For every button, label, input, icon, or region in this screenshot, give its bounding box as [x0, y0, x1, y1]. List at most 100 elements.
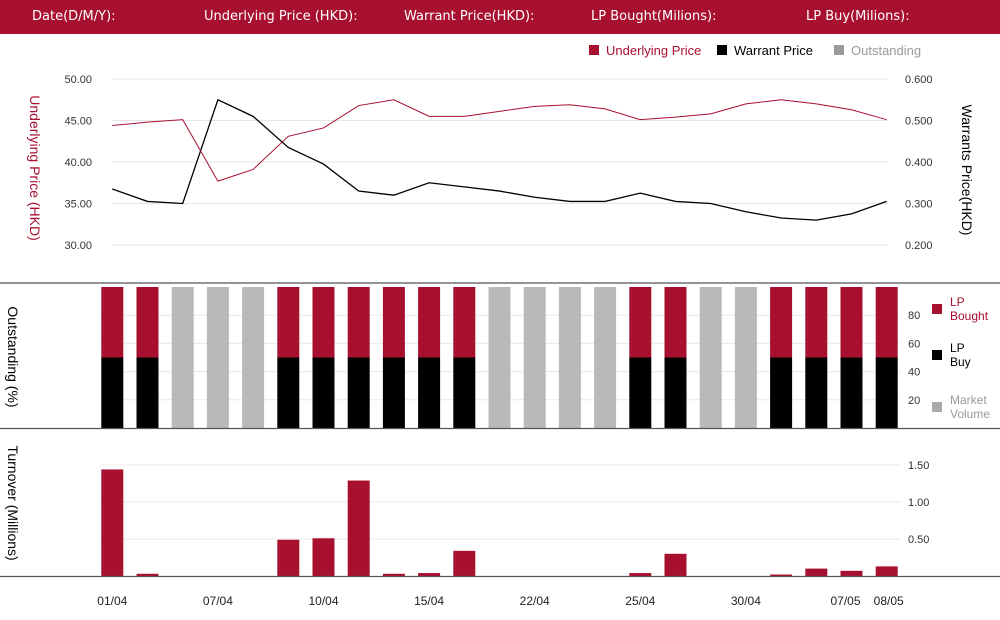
- legend-label: LP Bought: [950, 295, 989, 323]
- market-volume-bar: [734, 287, 757, 428]
- y-tick-right: 1.50: [908, 460, 929, 472]
- turnover-bar: [664, 553, 687, 576]
- x-tick-label: 25/04: [625, 594, 655, 608]
- y-tick-right: 0.50: [908, 534, 929, 546]
- legend-swatch: [589, 45, 599, 55]
- x-tick-label: 30/04: [731, 594, 761, 608]
- turnover-bar: [312, 538, 335, 576]
- legend-swatch: [834, 45, 844, 55]
- y-tick-left: 30.00: [64, 240, 92, 252]
- lp-bought-bar: [840, 287, 863, 358]
- header-bar: Date(D/M/Y): Underlying Price (HKD): War…: [0, 0, 1000, 34]
- y-axis-title-turnover: Turnover (Millions): [5, 445, 21, 560]
- lp-bought-bar: [629, 287, 652, 358]
- y-tick-right: 1.00: [908, 497, 929, 509]
- legend-label: Outstanding: [851, 43, 921, 58]
- y-tick-right: 20: [908, 395, 920, 407]
- y-tick-right: 60: [908, 338, 920, 350]
- y-axis-title-right: Warrants Price(HKD): [959, 105, 975, 236]
- lp-bought-bar: [382, 287, 405, 358]
- lp-buy-bar: [875, 357, 898, 428]
- x-tick-label: 22/04: [520, 594, 550, 608]
- y-tick-left: 40.00: [64, 157, 92, 169]
- y-tick-left: 50.00: [64, 74, 92, 86]
- y-axis-title-outstanding: Outstanding (%): [5, 306, 21, 407]
- y-tick-left: 45.00: [64, 116, 92, 128]
- market-volume-bar: [523, 287, 546, 428]
- lp-bought-bar: [277, 287, 300, 358]
- lp-buy-bar: [840, 357, 863, 428]
- lp-buy-bar: [312, 357, 335, 428]
- legend-label: Warrant Price: [734, 43, 813, 58]
- lp-bought-bar: [875, 287, 898, 358]
- turnover-bar: [453, 550, 476, 576]
- lp-bought-bar: [101, 287, 124, 358]
- turnover-bar: [347, 480, 370, 576]
- y-tick-left: 35.00: [64, 199, 92, 211]
- market-volume-bar: [242, 287, 265, 428]
- lp-buy-bar: [347, 357, 370, 428]
- lp-buy-bar: [382, 357, 405, 428]
- lp-buy-bar: [136, 357, 159, 428]
- market-volume-bar: [206, 287, 229, 428]
- date-label: Date(D/M/Y):: [32, 9, 116, 24]
- lp-bought-bar: [453, 287, 476, 358]
- lp-bought-bar: [418, 287, 441, 358]
- y-tick-right: 0.400: [905, 157, 933, 169]
- warrant-price-label: Warrant Price(HKD):: [404, 9, 535, 24]
- lp-bought-bar: [312, 287, 335, 358]
- turnover-bar: [101, 469, 124, 576]
- y-axis-title-left: Underlying Price (HKD): [27, 95, 43, 240]
- y-tick-right: 0.600: [905, 74, 933, 86]
- lp-buy-bar: [805, 357, 828, 428]
- y-tick-right: 0.200: [905, 240, 933, 252]
- lp-bought-bar: [664, 287, 687, 358]
- turnover-bar: [382, 573, 405, 576]
- underlying-price-label: Underlying Price (HKD):: [204, 9, 358, 24]
- x-tick-label: 01/04: [97, 594, 127, 608]
- lp-buy-bar: [277, 357, 300, 428]
- warrant-price-line: [112, 98, 887, 221]
- lp-buy-bar: [629, 357, 652, 428]
- lp-buy-bar: [418, 357, 441, 428]
- y-tick-right: 80: [908, 310, 920, 322]
- legend-label: Market Volume: [950, 393, 990, 421]
- lp-bought-bar: [347, 287, 370, 358]
- turnover-bar: [875, 566, 898, 576]
- legend-label: LP Buy: [950, 341, 971, 369]
- underlying-price-line: [112, 99, 887, 182]
- legend-swatch: [932, 350, 942, 360]
- market-volume-bar: [558, 287, 581, 428]
- lp-bought-label: LP Bought(Milions):: [591, 9, 717, 24]
- y-tick-right: 0.300: [905, 199, 933, 211]
- lp-buy-bar: [101, 357, 124, 428]
- legend-label: Underlying Price: [606, 43, 701, 58]
- y-tick-right: 0.500: [905, 116, 933, 128]
- x-tick-label: 15/04: [414, 594, 444, 608]
- turnover-bar: [136, 573, 159, 576]
- turnover-bar: [805, 568, 828, 576]
- market-volume-bar: [594, 287, 617, 428]
- legend-swatch: [932, 402, 942, 412]
- x-tick-label: 07/05: [830, 594, 860, 608]
- turnover-bar: [840, 570, 863, 576]
- legend-swatch: [717, 45, 727, 55]
- lp-buy-label: LP Buy(Milions):: [806, 9, 910, 24]
- x-tick-label: 10/04: [308, 594, 338, 608]
- turnover-bar: [770, 574, 793, 576]
- lp-bought-bar: [770, 287, 793, 358]
- y-tick-right: 40: [908, 367, 920, 379]
- turnover-bar: [629, 573, 652, 576]
- x-tick-label: 07/04: [203, 594, 233, 608]
- lp-bought-bar: [805, 287, 828, 358]
- market-volume-bar: [699, 287, 722, 428]
- lp-bought-bar: [136, 287, 159, 358]
- legend-swatch: [932, 304, 942, 314]
- turnover-bar: [418, 573, 441, 576]
- lp-buy-bar: [770, 357, 793, 428]
- market-volume-bar: [488, 287, 511, 428]
- market-volume-bar: [171, 287, 194, 428]
- lp-buy-bar: [453, 357, 476, 428]
- x-tick-label: 08/05: [874, 594, 904, 608]
